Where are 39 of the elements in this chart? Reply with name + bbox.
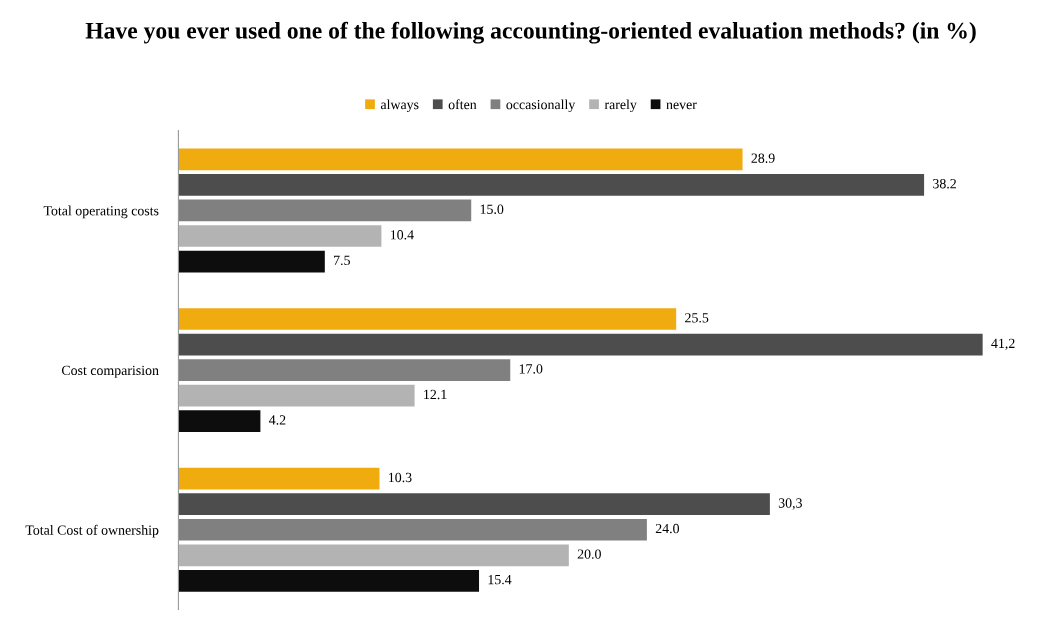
data-label: 24.0 — [655, 523, 680, 534]
bar — [178, 384, 415, 407]
legend-label: always — [380, 99, 419, 113]
bar — [178, 359, 511, 381]
bar — [178, 148, 743, 171]
bar — [178, 569, 480, 592]
data-label: 25.5 — [685, 313, 709, 323]
bar — [178, 308, 677, 330]
legend-label: never — [666, 102, 697, 110]
bar — [178, 544, 569, 567]
bar — [178, 225, 382, 247]
bar — [178, 333, 983, 356]
legend-label: often — [448, 99, 477, 110]
legend-label: rarely — [604, 99, 637, 113]
data-label: 17.0 — [519, 364, 543, 374]
y-tick-label: Total operating costs — [43, 205, 159, 219]
data-label: 15.0 — [480, 204, 504, 214]
bar — [178, 467, 380, 490]
bar — [178, 518, 647, 541]
y-tick-label: Total Cost of ownership — [25, 524, 159, 538]
bar — [178, 174, 925, 196]
bar — [178, 493, 770, 516]
y-tick-label: Cost comparision — [61, 365, 159, 378]
data-label: 20.0 — [577, 549, 601, 559]
data-label: 7.5 — [334, 255, 350, 266]
data-label: 10.4 — [390, 230, 414, 240]
data-label: 28.9 — [751, 153, 775, 163]
bar — [178, 410, 261, 433]
data-label: 12.1 — [424, 389, 447, 400]
data-label: 38.2 — [933, 179, 956, 189]
data-label: 41,2 — [991, 338, 1015, 351]
data-label: 4.2 — [269, 415, 286, 425]
data-label: 30,3 — [778, 498, 802, 510]
bar — [178, 250, 325, 273]
data-label: 15.4 — [488, 574, 512, 585]
legend-label: occasionally — [506, 99, 576, 113]
bar — [178, 199, 472, 222]
chart-title: Have you ever used one of the following accounting-oriented evaluation methods? (in %) — [85, 21, 976, 44]
data-label: 10.3 — [389, 472, 412, 483]
